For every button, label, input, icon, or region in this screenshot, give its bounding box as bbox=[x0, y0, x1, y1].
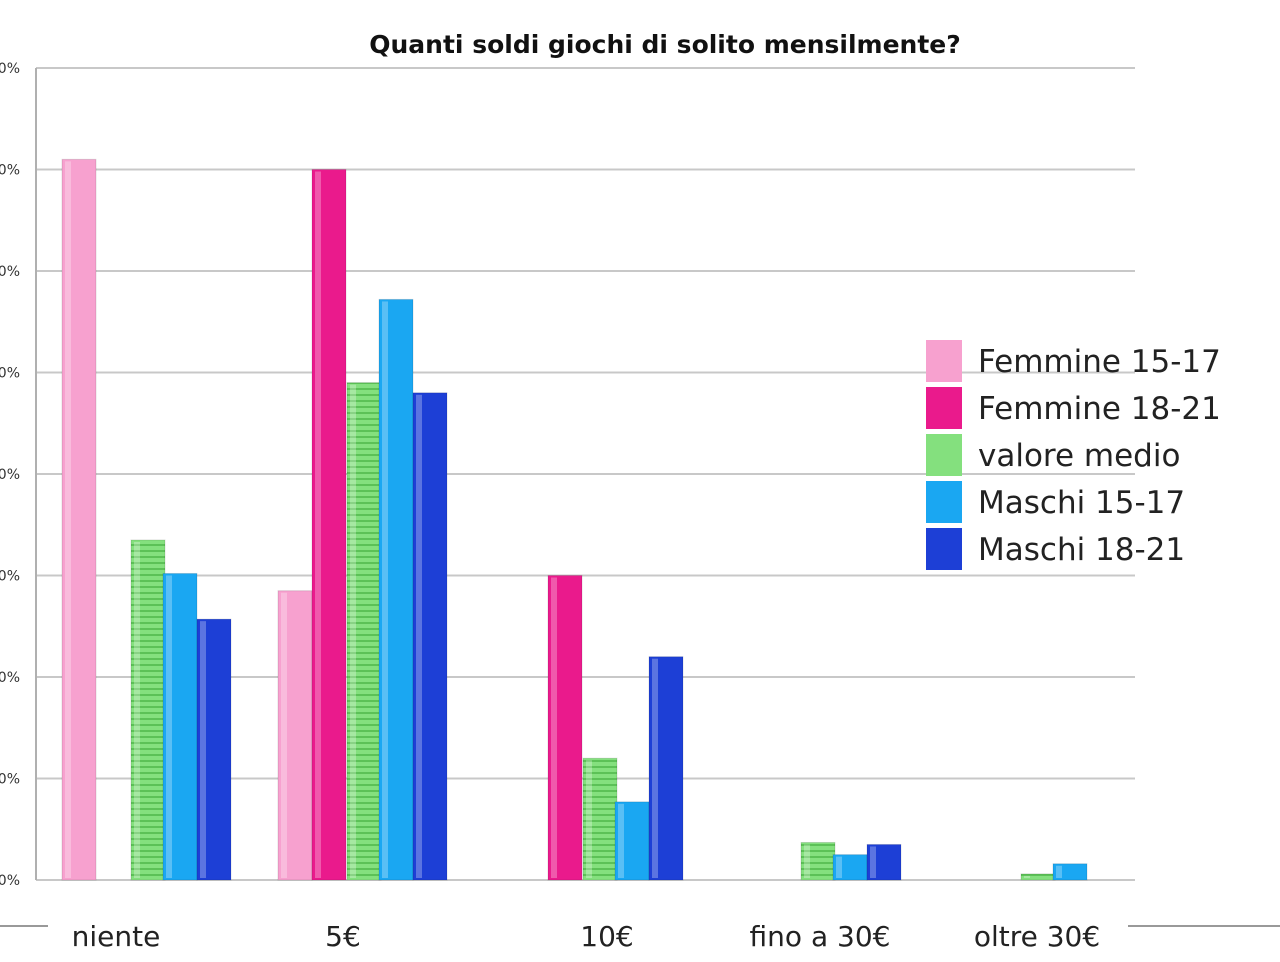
bar-4-3 bbox=[614, 801, 650, 881]
legend-label: Femmine 18-21 bbox=[978, 391, 1221, 427]
bar-4-1 bbox=[162, 572, 198, 881]
bar-highlight bbox=[281, 592, 287, 878]
x-tick-label: niente bbox=[72, 920, 161, 953]
legend: Femmine 15-17 Femmine 18-21 valore medio Ma… bbox=[926, 340, 1221, 570]
bar-3-2 bbox=[346, 382, 382, 881]
y-axis-ticks: 0% 10% 20% 30% 40% 50% 60% 70% 80% bbox=[0, 61, 20, 889]
bar-highlight bbox=[350, 384, 356, 878]
bar-5-1 bbox=[196, 618, 232, 881]
y-tick-label: 70% bbox=[0, 163, 20, 179]
x-tick-label: oltre 30€ bbox=[974, 920, 1100, 953]
x-tick-label: 5€ bbox=[325, 920, 361, 953]
bar-highlight bbox=[166, 575, 172, 878]
y-tick-label: 20% bbox=[0, 670, 20, 686]
bar-highlight bbox=[836, 856, 842, 878]
legend-swatch bbox=[926, 481, 962, 523]
x-axis-ticks: niente 5€ 10€ fino a 30€ oltre 30€ bbox=[0, 920, 1280, 953]
bar-3-3 bbox=[582, 757, 618, 881]
bars bbox=[61, 158, 1088, 881]
x-tick-label: fino a 30€ bbox=[750, 920, 891, 953]
bar-highlight bbox=[618, 803, 624, 878]
bar-3-1 bbox=[130, 539, 166, 881]
bar-5-2 bbox=[412, 392, 448, 881]
bar-highlight bbox=[586, 760, 592, 878]
legend-label: Maschi 15-17 bbox=[978, 485, 1185, 521]
bar-4-5 bbox=[1052, 863, 1088, 881]
y-tick-label: 60% bbox=[0, 264, 20, 280]
legend-label: Femmine 15-17 bbox=[978, 344, 1221, 380]
bar-highlight bbox=[382, 301, 388, 878]
bar-highlight bbox=[804, 844, 810, 878]
bar-3-4 bbox=[800, 841, 836, 881]
legend-label: valore medio bbox=[978, 438, 1180, 474]
bar-5-3 bbox=[648, 656, 684, 881]
legend-swatch bbox=[926, 434, 962, 476]
bar-highlight bbox=[315, 171, 321, 878]
bar-4-2 bbox=[378, 298, 414, 881]
y-tick-label: 30% bbox=[0, 569, 20, 585]
bar-highlight bbox=[416, 394, 422, 878]
legend-swatch bbox=[926, 340, 962, 382]
x-tick-label: 10€ bbox=[580, 920, 633, 953]
bar-5-4 bbox=[866, 843, 902, 881]
legend-swatch bbox=[926, 387, 962, 429]
bar-4-4 bbox=[832, 854, 868, 881]
y-tick-label: 10% bbox=[0, 772, 20, 788]
y-tick-label: 80% bbox=[0, 61, 20, 77]
y-tick-label: 40% bbox=[0, 467, 20, 483]
y-tick-label: 0% bbox=[0, 873, 20, 889]
bar-highlight bbox=[200, 621, 206, 878]
bar-highlight bbox=[65, 161, 71, 879]
bar-highlight bbox=[551, 577, 557, 878]
bar-2-2 bbox=[311, 169, 347, 881]
bar-highlight bbox=[1056, 865, 1062, 878]
y-tick-label: 50% bbox=[0, 366, 20, 382]
bar-highlight bbox=[1024, 875, 1030, 878]
bar-highlight bbox=[870, 846, 876, 878]
chart-title: Quanti soldi giochi di solito mensilment… bbox=[369, 30, 961, 59]
bar-2-3 bbox=[547, 575, 583, 881]
legend-swatch bbox=[926, 528, 962, 570]
bar-highlight bbox=[134, 541, 140, 878]
bar-highlight bbox=[652, 658, 658, 878]
legend-label: Maschi 18-21 bbox=[978, 532, 1185, 568]
bar-1-1 bbox=[61, 158, 97, 881]
